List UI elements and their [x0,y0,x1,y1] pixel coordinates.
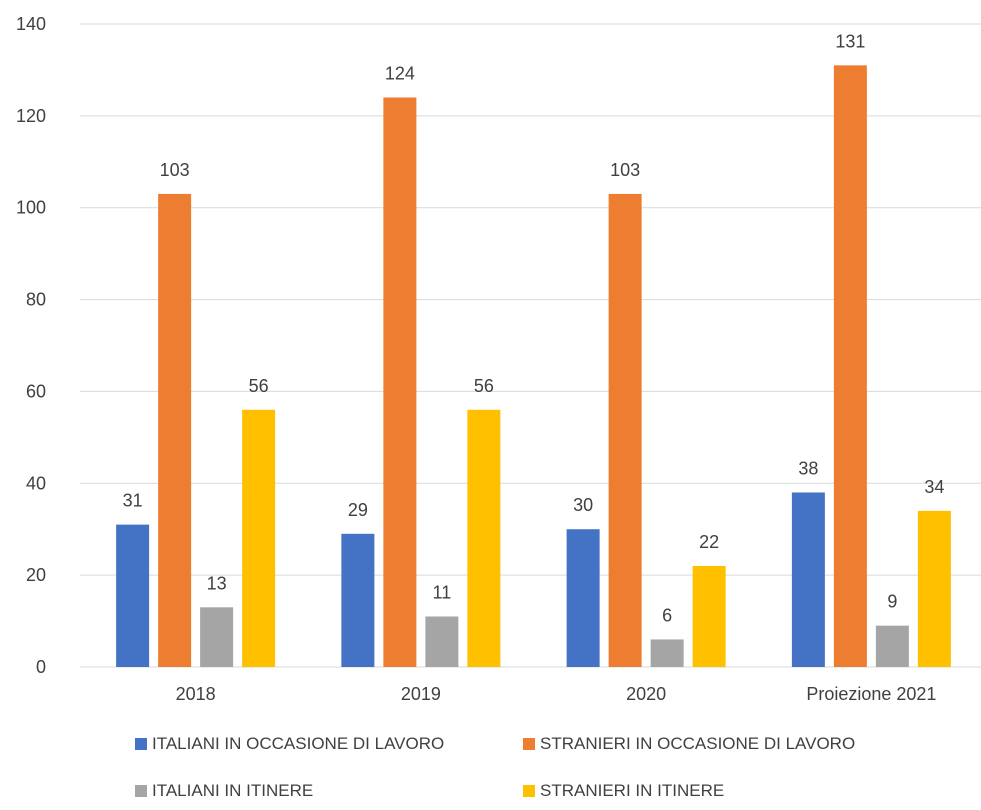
bar [383,97,417,667]
y-axis-ticks: 0 20 40 60 80 100 120 140 [16,14,46,677]
legend-item: ITALIANI IN ITINERE [135,781,313,800]
legend-label: STRANIERI IN ITINERE [540,781,724,800]
y-tick-label: 60 [26,381,46,401]
legend-label: ITALIANI IN OCCASIONE DI LAVORO [152,734,444,753]
legend-label: ITALIANI IN ITINERE [152,781,313,800]
data-label: 29 [348,500,368,520]
bar [875,625,909,667]
bar [833,65,867,668]
x-tick-label: 2019 [401,684,441,704]
bar [566,529,600,667]
data-label: 22 [699,532,719,552]
bar [200,607,234,667]
y-tick-label: 140 [16,14,46,34]
y-tick-label: 120 [16,106,46,126]
data-label: 56 [249,376,269,396]
data-label: 124 [385,63,415,83]
y-tick-label: 100 [16,198,46,218]
bar [242,409,276,667]
legend-item: STRANIERI IN OCCASIONE DI LAVORO [523,734,855,753]
data-label: 11 [433,582,452,602]
bar [692,565,726,667]
legend: ITALIANI IN OCCASIONE DI LAVORO STRANIERI… [135,734,855,800]
gridlines [80,23,981,668]
data-label: 34 [924,477,944,497]
bar [341,533,375,667]
data-label: 30 [573,495,593,515]
bars [116,65,951,668]
bar [116,524,150,667]
x-tick-label: 2020 [626,684,666,704]
bar [791,492,825,667]
bar [650,639,684,667]
x-tick-label: 2018 [176,684,216,704]
legend-item: STRANIERI IN ITINERE [523,781,724,800]
data-label: 31 [123,491,143,511]
data-label: 9 [887,592,897,612]
legend-swatch [523,785,535,797]
y-tick-label: 40 [26,473,46,493]
data-label: 6 [662,605,672,625]
data-labels: 31 103 13 56 29 124 11 56 30 103 6 22 38 131 9 34 [123,31,945,625]
legend-swatch [523,738,535,750]
bar [917,510,951,667]
legend-swatch [135,785,147,797]
data-label: 131 [835,31,865,51]
data-label: 38 [798,458,818,478]
bar [425,616,459,667]
data-label: 13 [207,573,227,593]
bar [467,409,501,667]
data-label: 103 [610,160,640,180]
y-tick-label: 0 [36,657,46,677]
bar [158,193,192,667]
legend-swatch [135,738,147,750]
legend-label: STRANIERI IN OCCASIONE DI LAVORO [540,734,855,753]
y-tick-label: 80 [26,290,46,310]
y-tick-label: 20 [26,565,46,585]
data-label: 56 [474,376,494,396]
data-label: 103 [160,160,190,180]
legend-item: ITALIANI IN OCCASIONE DI LAVORO [135,734,444,753]
x-axis-ticks: 2018 2019 2020 Proiezione 2021 [176,684,937,704]
bar [608,193,642,667]
x-tick-label: Proiezione 2021 [806,684,936,704]
